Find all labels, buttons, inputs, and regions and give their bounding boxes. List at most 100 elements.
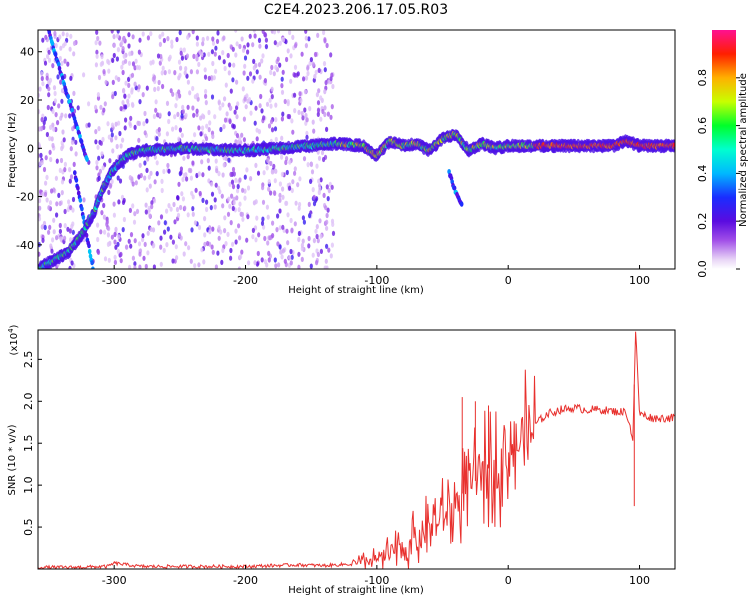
noise-speckle <box>208 229 212 235</box>
noise-speckle <box>276 30 281 34</box>
noise-speckle <box>214 182 218 188</box>
noise-speckle <box>165 131 169 137</box>
noise-speckle <box>71 207 75 213</box>
noise-speckle <box>229 171 233 177</box>
noise-speckle <box>57 103 61 109</box>
noise-speckle <box>55 235 59 241</box>
noise-speckle <box>53 30 57 36</box>
noise-speckle <box>40 71 44 77</box>
noise-speckle <box>163 220 167 226</box>
noise-speckle <box>98 40 102 46</box>
noise-speckle <box>58 222 62 229</box>
noise-speckle <box>114 121 118 127</box>
noise-speckle <box>289 248 293 255</box>
noise-speckle <box>116 30 120 34</box>
snr-frame <box>37 329 676 570</box>
noise-speckle <box>325 184 329 190</box>
noise-speckle <box>252 65 256 71</box>
noise-speckle <box>95 165 99 171</box>
noise-speckle <box>106 58 110 64</box>
noise-speckle <box>303 107 307 113</box>
noise-speckle <box>96 35 100 42</box>
noise-speckle <box>273 178 277 184</box>
noise-speckle <box>123 125 127 131</box>
noise-speckle <box>203 232 207 238</box>
noise-speckle <box>50 248 54 254</box>
noise-speckle <box>179 235 183 241</box>
noise-speckle <box>137 120 141 127</box>
noise-speckle <box>121 137 125 143</box>
noise-speckle <box>296 71 300 77</box>
noise-speckle <box>183 70 187 76</box>
noise-speckle <box>48 200 53 206</box>
noise-speckle <box>246 49 250 55</box>
noise-speckle <box>297 236 301 243</box>
noise-speckle <box>111 94 115 100</box>
noise-speckle <box>306 162 310 168</box>
noise-speckle <box>110 30 114 34</box>
noise-speckle <box>55 158 59 164</box>
noise-speckle <box>238 43 242 50</box>
noise-speckle <box>266 240 270 246</box>
noise-speckle <box>195 172 199 179</box>
noise-speckle <box>290 227 294 233</box>
noise-speckle <box>180 55 184 61</box>
noise-speckle <box>173 114 177 120</box>
noise-speckle <box>330 72 334 78</box>
noise-speckle <box>316 100 321 106</box>
noise-speckle <box>213 51 217 57</box>
noise-speckle <box>171 258 175 264</box>
noise-speckle <box>159 235 163 241</box>
noise-speckle <box>146 250 150 256</box>
noise-speckle <box>118 130 122 137</box>
noise-speckle <box>286 101 290 107</box>
noise-speckle <box>101 136 105 143</box>
noise-speckle <box>189 175 193 181</box>
noise-speckle <box>47 86 51 92</box>
noise-speckle <box>278 40 282 46</box>
noise-speckle <box>41 237 45 243</box>
noise-speckle <box>41 191 45 197</box>
noise-speckle <box>55 212 59 218</box>
noise-speckle <box>253 260 257 266</box>
noise-speckle <box>244 104 248 110</box>
noise-speckle <box>159 244 163 250</box>
noise-speckle <box>262 115 266 121</box>
noise-speckle <box>71 221 75 227</box>
noise-speckle <box>45 197 49 203</box>
noise-speckle <box>168 54 172 60</box>
noise-speckle <box>60 179 65 185</box>
noise-speckle <box>327 79 331 85</box>
noise-speckle <box>238 136 242 142</box>
noise-speckle <box>169 234 173 240</box>
noise-speckle <box>255 136 259 142</box>
noise-speckle <box>158 34 162 40</box>
noise-speckle <box>53 98 58 104</box>
noise-speckle <box>245 93 249 99</box>
noise-speckle <box>56 120 60 126</box>
x-tick-label: -300 <box>102 274 127 287</box>
noise-speckle <box>246 75 250 81</box>
noise-speckle <box>205 206 209 213</box>
noise-speckle <box>110 234 114 240</box>
x-tick-label: -100 <box>364 274 389 287</box>
noise-speckle <box>205 199 209 205</box>
colorbar-gradient <box>712 30 736 269</box>
noise-speckle <box>273 40 277 46</box>
noise-speckle <box>235 41 239 47</box>
noise-speckle <box>331 221 335 227</box>
noise-speckle <box>45 75 49 81</box>
noise-speckle <box>68 178 72 184</box>
noise-speckle <box>157 127 161 133</box>
noise-speckle <box>188 90 192 96</box>
noise-speckle <box>297 230 301 237</box>
noise-speckle <box>137 84 141 90</box>
noise-speckle <box>219 126 223 133</box>
noise-speckle <box>227 196 231 202</box>
noise-speckle <box>51 237 55 243</box>
noise-speckle <box>243 63 247 69</box>
noise-speckle <box>50 188 54 194</box>
noise-speckle <box>38 86 42 92</box>
x-tick-label: -100 <box>364 574 389 587</box>
